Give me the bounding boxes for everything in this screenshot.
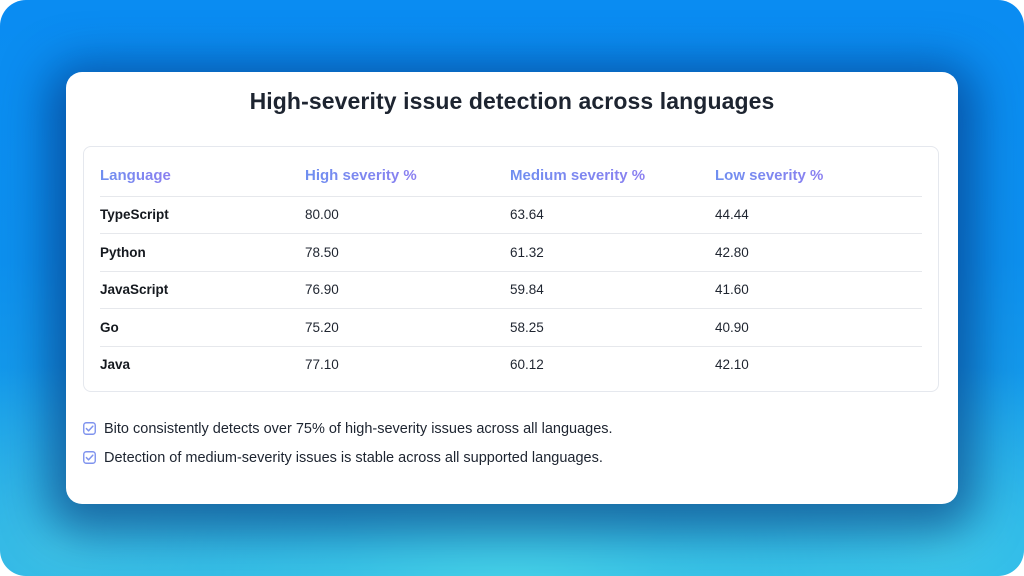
table-row: Java 77.10 60.12 42.10 xyxy=(100,346,922,383)
finding-item: Bito consistently detects over 75% of hi… xyxy=(83,420,943,449)
cell-language: Go xyxy=(100,319,119,335)
column-header-low-severity: Low severity % xyxy=(715,164,823,188)
finding-text: Detection of medium-severity issues is s… xyxy=(104,450,603,466)
column-header-high-severity: High severity % xyxy=(305,164,417,188)
page-title: High-severity issue detection across lan… xyxy=(249,88,775,114)
column-header-language: Language xyxy=(100,164,171,188)
cell-medium-severity: 63.64 xyxy=(510,207,544,222)
content-card xyxy=(66,72,958,504)
column-header-medium-severity: Medium severity % xyxy=(510,164,645,188)
finding-text: Bito consistently detects over 75% of hi… xyxy=(104,421,613,437)
cell-low-severity: 40.90 xyxy=(715,319,749,335)
cell-language: Python xyxy=(100,244,146,260)
table-row: Python 78.50 61.32 42.80 xyxy=(100,234,922,272)
table-row: JavaScript 76.90 59.84 41.60 xyxy=(100,271,922,309)
cell-medium-severity: 60.12 xyxy=(510,357,544,372)
cell-low-severity: 44.44 xyxy=(715,207,749,222)
table-row: Go 75.20 58.25 40.90 xyxy=(100,309,922,347)
cell-low-severity: 42.10 xyxy=(715,357,749,372)
cell-high-severity: 78.50 xyxy=(305,244,339,260)
cell-language: TypeScript xyxy=(100,207,169,222)
cell-high-severity: 80.00 xyxy=(305,207,339,222)
cell-medium-severity: 61.32 xyxy=(510,244,544,260)
cell-language: JavaScript xyxy=(100,282,169,297)
cell-high-severity: 75.20 xyxy=(305,319,339,335)
cell-low-severity: 42.80 xyxy=(715,244,749,260)
cell-medium-severity: 58.25 xyxy=(510,319,544,335)
results-table-frame xyxy=(83,146,939,392)
checkbox-icon xyxy=(83,451,96,464)
cell-language: Java xyxy=(100,357,131,372)
cell-medium-severity: 59.84 xyxy=(510,282,544,297)
table-row: TypeScript 80.00 63.64 44.44 xyxy=(100,196,922,234)
checkbox-icon xyxy=(83,422,96,435)
cell-low-severity: 41.60 xyxy=(715,282,749,297)
cell-high-severity: 77.10 xyxy=(305,357,339,372)
table-header-row: Language High severity % Medium severity… xyxy=(100,164,922,197)
finding-item: Detection of medium-severity issues is s… xyxy=(83,449,943,478)
key-findings-list: Bito consistently detects over 75% of hi… xyxy=(83,420,943,478)
cell-high-severity: 76.90 xyxy=(305,282,339,297)
